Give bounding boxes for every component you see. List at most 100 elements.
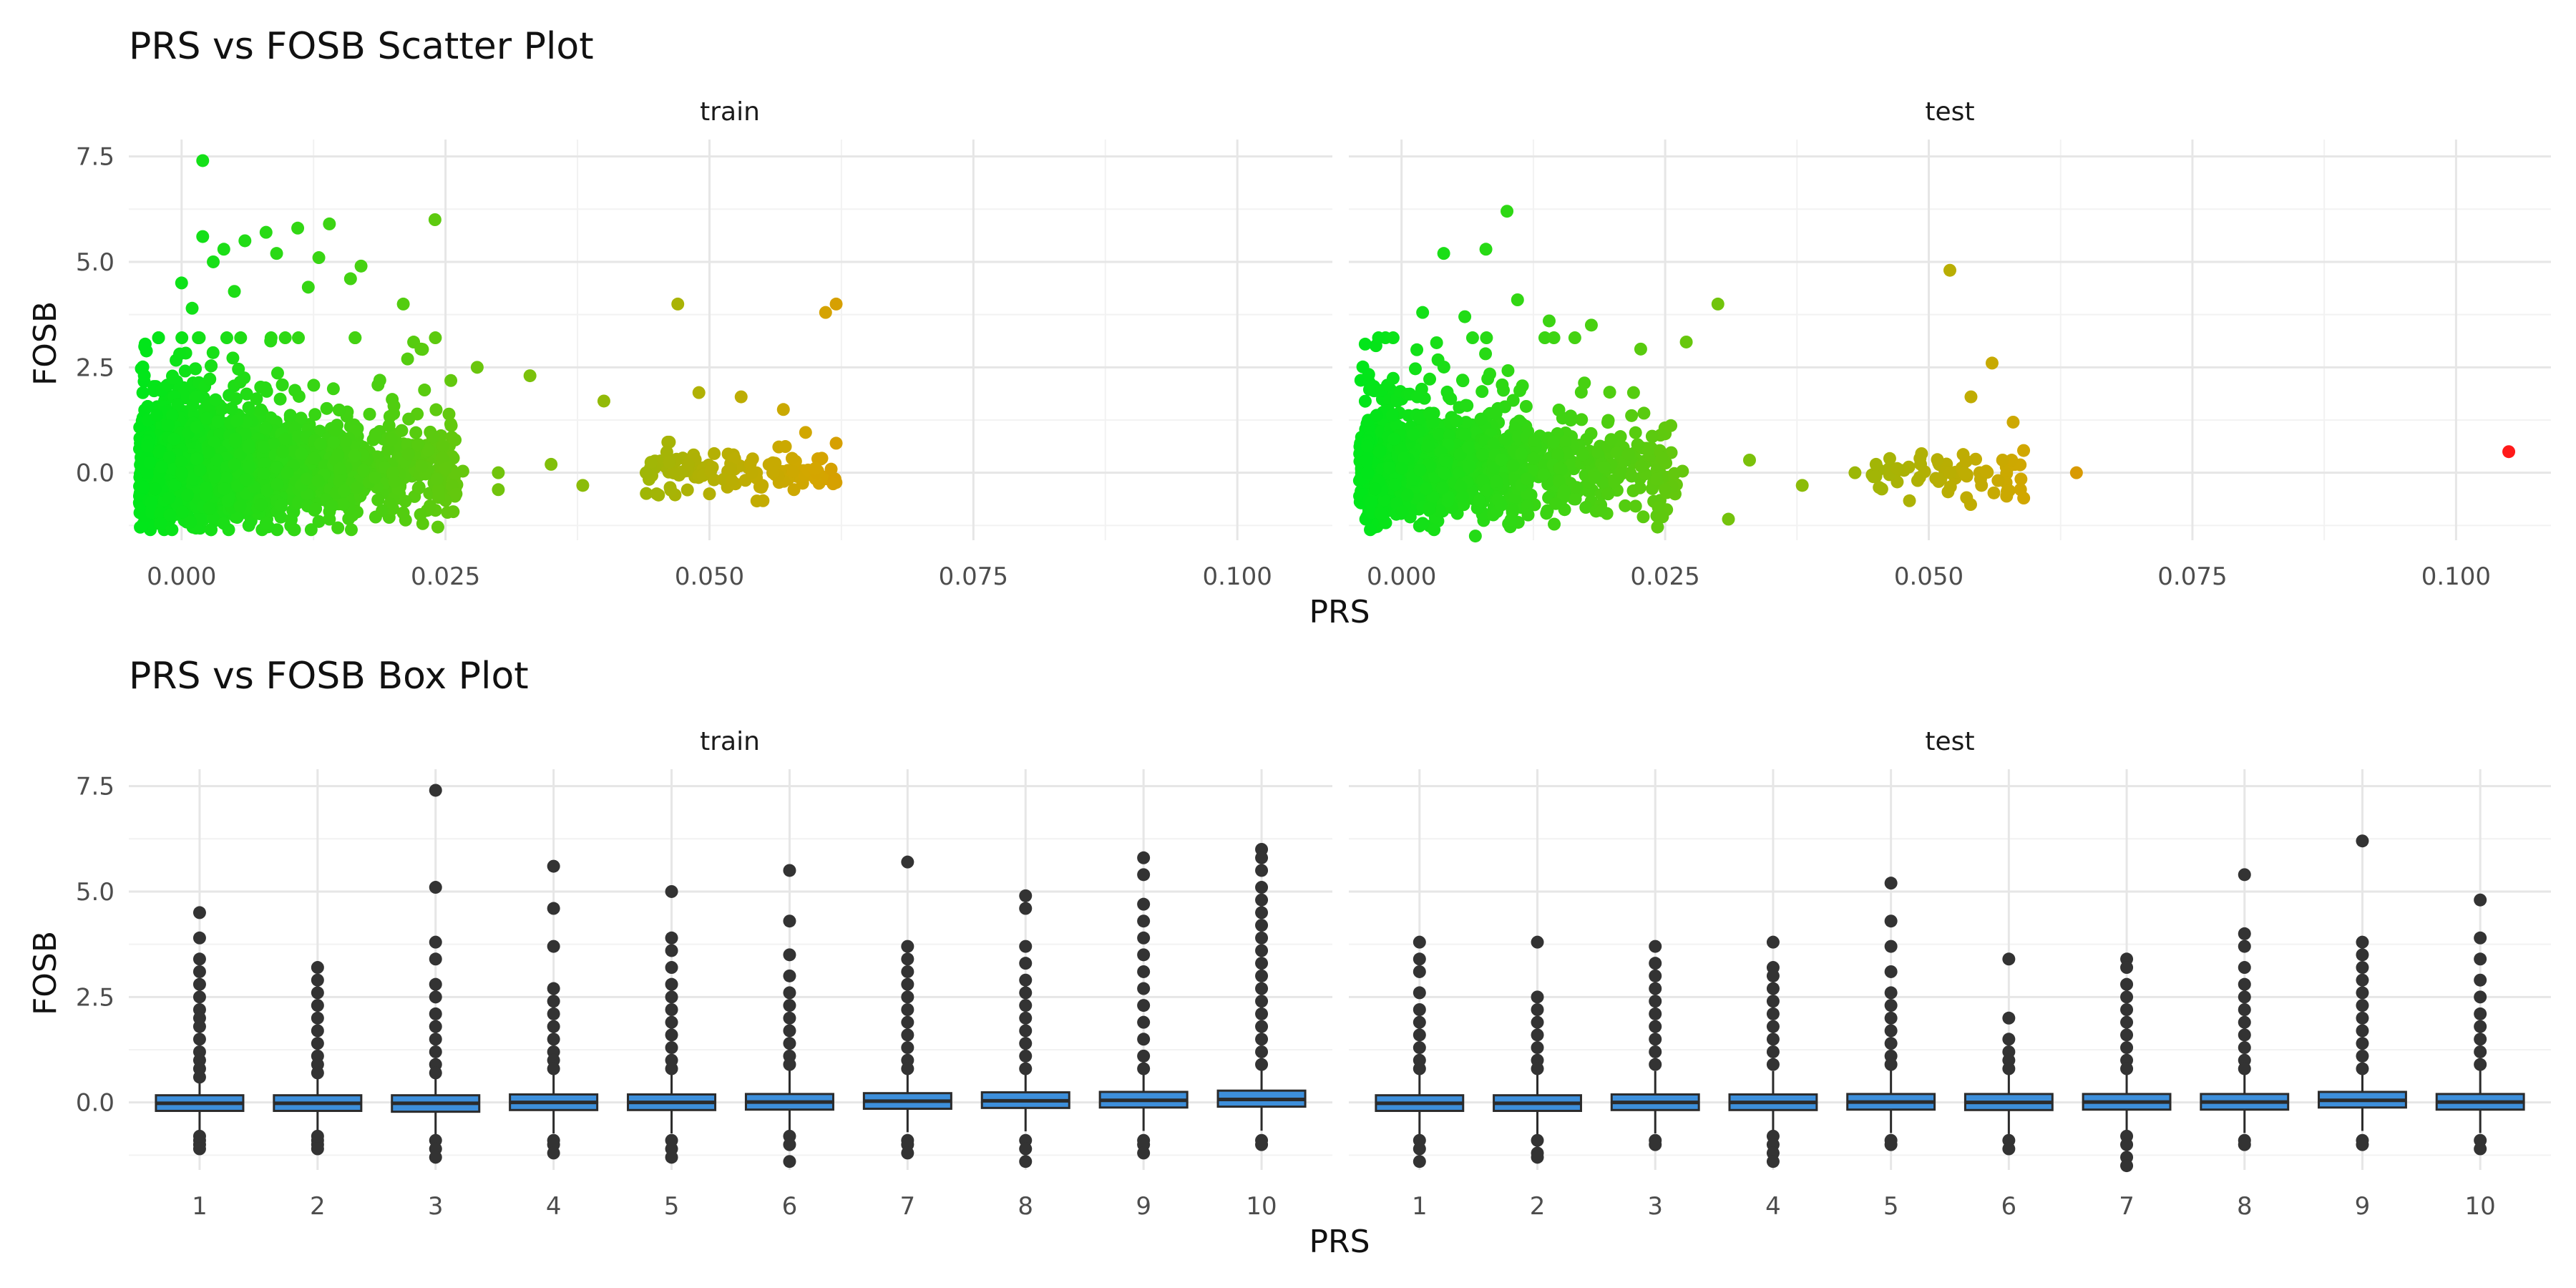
x-tick-label: 4 xyxy=(1765,1192,1781,1221)
scatter-point xyxy=(1495,453,1508,467)
scatter-point xyxy=(1458,310,1472,323)
scatter-point xyxy=(728,452,741,465)
scatter-point xyxy=(661,435,675,449)
scatter-point xyxy=(270,477,283,491)
scatter-point xyxy=(1795,479,1809,492)
scatter-point xyxy=(230,392,243,406)
scatter-point xyxy=(140,466,154,479)
scatter-point xyxy=(809,462,822,475)
box-outlier xyxy=(1531,1041,1544,1055)
x-tick-label: 0.050 xyxy=(675,562,744,591)
x-tick-label: 1 xyxy=(192,1192,208,1221)
scatter-x-axis-label: PRS xyxy=(1309,594,1370,630)
scatter-point xyxy=(291,221,305,235)
scatter-point xyxy=(1456,489,1470,503)
scatter-point xyxy=(1453,448,1467,462)
box-outlier xyxy=(783,1024,796,1038)
scatter-point xyxy=(1476,474,1490,487)
scatter-point xyxy=(368,471,381,484)
scatter-point xyxy=(2005,454,2019,467)
scatter-point xyxy=(1568,492,1582,506)
box-outlier xyxy=(429,1007,442,1020)
scatter-point xyxy=(2001,484,2014,498)
box-outlier xyxy=(1255,881,1269,894)
scatter-point xyxy=(396,297,410,311)
box-outlier xyxy=(901,1003,914,1016)
scatter-point xyxy=(162,492,175,505)
scatter-point xyxy=(785,452,799,465)
box-outlier xyxy=(1884,999,1898,1013)
scatter-point xyxy=(402,447,416,461)
scatter-point xyxy=(1547,331,1561,345)
scatter-point xyxy=(1489,406,1503,420)
scatter-point xyxy=(1520,472,1533,486)
scatter-point xyxy=(173,347,187,361)
box-outlier xyxy=(665,1003,678,1016)
box-outlier xyxy=(783,1058,796,1071)
scatter-point xyxy=(226,351,240,365)
scatter-point xyxy=(1386,331,1400,345)
scatter-point xyxy=(1496,378,1509,391)
scatter-point xyxy=(1458,427,1472,441)
box-panel-train: 0.02.55.07.51 2 3 4 5 6 7 8 9 10 xyxy=(76,769,1332,1221)
scatter-point xyxy=(192,331,205,345)
scatter-point xyxy=(2014,472,2028,486)
y-tick-label: 5.0 xyxy=(76,248,114,277)
scatter-point xyxy=(211,415,225,429)
x-tick-label: 0.100 xyxy=(1203,562,1272,591)
box-outlier xyxy=(1531,1028,1544,1042)
scatter-point xyxy=(1883,452,1896,465)
scatter-point xyxy=(336,497,350,511)
scatter-point xyxy=(217,243,230,256)
box-outlier xyxy=(2120,961,2134,975)
box-outlier xyxy=(1649,1138,1662,1151)
scatter-point xyxy=(1501,364,1515,377)
x-tick-label: 0.100 xyxy=(2421,562,2491,591)
scatter-point xyxy=(1541,504,1554,517)
y-tick-label: 2.5 xyxy=(76,353,114,382)
scatter-point xyxy=(274,499,288,512)
box-outlier xyxy=(901,977,914,991)
scatter-point xyxy=(1413,411,1427,425)
box-outlier xyxy=(1137,851,1151,864)
scatter-point xyxy=(1490,474,1503,488)
scatter-point xyxy=(384,433,398,447)
scatter-point xyxy=(167,371,180,385)
x-tick-label: 3 xyxy=(428,1192,444,1221)
box-outlier xyxy=(2002,1011,2016,1025)
box-outlier xyxy=(1137,948,1151,962)
box-outlier xyxy=(1531,1133,1544,1147)
box-outlier xyxy=(665,977,678,991)
scatter-point xyxy=(175,466,188,479)
box-outlier xyxy=(192,906,206,919)
scatter-point xyxy=(233,448,247,462)
box-outlier xyxy=(311,1024,324,1038)
scatter-point xyxy=(228,285,241,298)
box-facet-label-train: train xyxy=(700,727,760,756)
box-outlier xyxy=(1255,864,1269,877)
scatter-point xyxy=(1487,437,1501,451)
box-outlier xyxy=(429,952,442,966)
scatter-point xyxy=(1386,371,1400,385)
scatter-point xyxy=(724,462,737,475)
box-outlier xyxy=(429,1045,442,1058)
box-outlier xyxy=(1255,1020,1269,1033)
scatter-point xyxy=(313,437,327,451)
box-outlier xyxy=(1413,986,1426,1000)
scatter-point xyxy=(312,251,326,265)
scatter-point xyxy=(1474,412,1488,426)
box-outlier xyxy=(2238,1028,2251,1042)
scatter-point xyxy=(1979,464,1993,478)
scatter-point xyxy=(1869,469,1883,483)
box-outlier xyxy=(1649,1045,1662,1058)
box-outlier xyxy=(2356,1062,2369,1075)
box-outlier xyxy=(192,990,206,1004)
scatter-point xyxy=(190,390,204,404)
box-outlier xyxy=(1019,999,1033,1013)
box-outlier xyxy=(311,973,324,987)
scatter-point xyxy=(259,225,273,239)
x-tick-label: 8 xyxy=(1018,1192,1033,1221)
scatter-point xyxy=(1385,409,1399,422)
scatter-point xyxy=(243,439,256,452)
scatter-point xyxy=(745,466,758,479)
